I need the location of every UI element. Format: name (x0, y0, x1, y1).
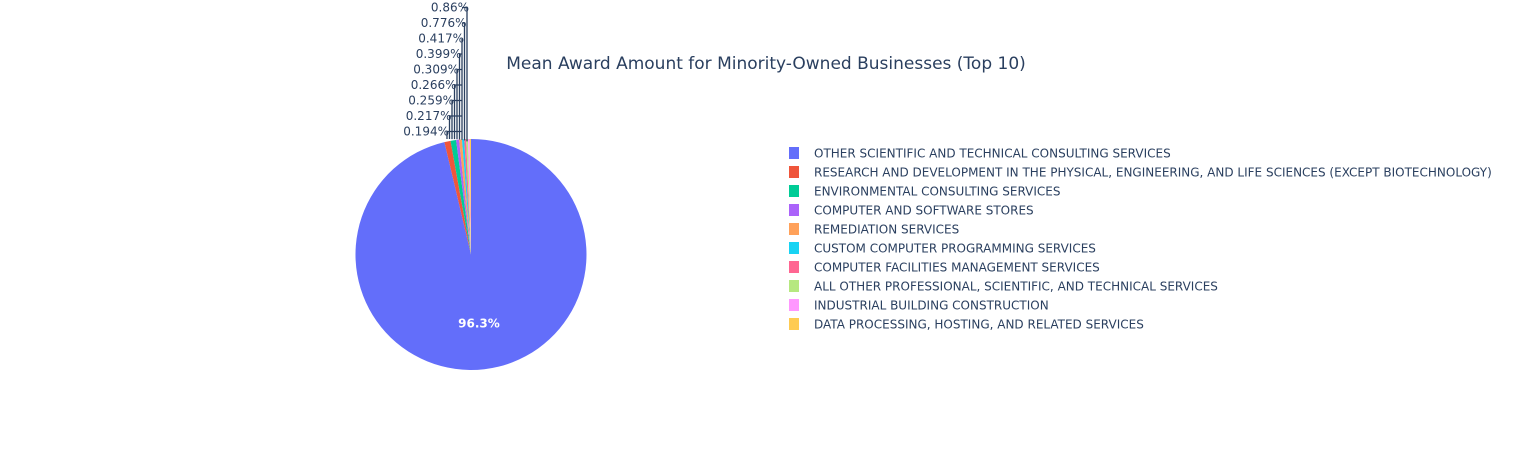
legend-item-label[interactable]: REMEDIATION SERVICES (814, 223, 959, 237)
legend-swatch[interactable] (789, 166, 799, 178)
label-leader-lines (446, 6, 468, 142)
slice-label: 96.3% (458, 316, 500, 330)
pie-slice[interactable] (468, 139, 471, 255)
legend-item-label[interactable]: DATA PROCESSING, HOSTING, AND RELATED SE… (814, 318, 1144, 332)
label-leader-line (462, 22, 466, 141)
pie-slice[interactable] (469, 139, 471, 255)
pie-slice[interactable] (461, 139, 471, 255)
pie-slice[interactable] (450, 139, 471, 255)
pie-slice[interactable] (459, 139, 471, 255)
label-leader-line (462, 6, 468, 142)
legend-item-label[interactable]: ENVIRONMENTAL CONSULTING SERVICES (814, 185, 1061, 199)
slice-label: 0.776% (421, 16, 467, 30)
pie-slice[interactable] (464, 139, 471, 255)
legend-swatch[interactable] (789, 147, 799, 159)
slice-label: 0.309% (413, 63, 459, 77)
slice-label: 0.417% (418, 32, 464, 46)
slice-label: 0.86% (431, 1, 469, 15)
label-leader-line (456, 68, 462, 140)
slice-label: 0.194% (403, 125, 449, 139)
slice-label: 0.217% (406, 109, 452, 123)
slice-label: 0.259% (408, 94, 454, 108)
legend-swatch[interactable] (789, 242, 799, 254)
pie-slice[interactable] (355, 139, 587, 370)
legend: OTHER SCIENTIFIC AND TECHNICAL CONSULTIN… (789, 147, 1492, 332)
legend-swatch[interactable] (789, 185, 799, 197)
legend-swatch[interactable] (789, 204, 799, 216)
legend-swatch[interactable] (789, 261, 799, 273)
legend-item-label[interactable]: ALL OTHER PROFESSIONAL, SCIENTIFIC, AND … (814, 280, 1218, 294)
pie-slice[interactable] (444, 140, 471, 255)
slice-label: 0.399% (416, 47, 462, 61)
legend-swatch[interactable] (789, 318, 799, 330)
label-leader-line (451, 99, 462, 140)
pie-slice[interactable] (466, 139, 471, 255)
label-leader-line (448, 115, 462, 139)
pie-slice[interactable] (456, 139, 471, 255)
legend-item-label[interactable]: CUSTOM COMPUTER PROGRAMMING SERVICES (814, 242, 1096, 256)
chart-title: Mean Award Amount for Minority-Owned Bus… (506, 54, 1026, 74)
legend-swatch[interactable] (789, 299, 799, 311)
legend-item-label[interactable]: COMPUTER AND SOFTWARE STORES (814, 204, 1034, 218)
slice-label: 0.266% (411, 78, 457, 92)
legend-item-label[interactable]: RESEARCH AND DEVELOPMENT IN THE PHYSICAL… (814, 166, 1492, 180)
legend-item-label[interactable]: COMPUTER FACILITIES MANAGEMENT SERVICES (814, 261, 1100, 275)
legend-swatch[interactable] (789, 280, 799, 292)
legend-item-label[interactable]: OTHER SCIENTIFIC AND TECHNICAL CONSULTIN… (814, 147, 1171, 161)
legend-swatch[interactable] (789, 223, 799, 235)
slice-labels: 96.3% 0.194% 0.217%0.259% 0.266%0.309% 0.399… (403, 1, 500, 331)
label-leader-line (458, 53, 462, 140)
pie-slices (355, 139, 587, 370)
legend-item-label[interactable]: INDUSTRIAL BUILDING CONSTRUCTION (814, 299, 1049, 313)
